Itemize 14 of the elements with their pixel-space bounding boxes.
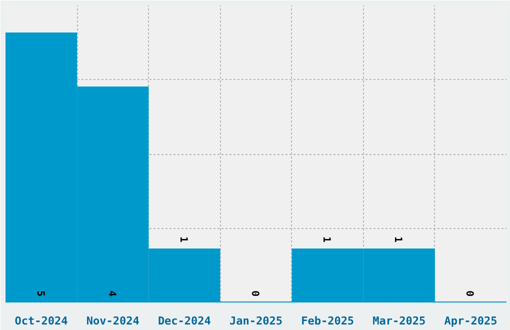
x-tick-label: Dec-2024 xyxy=(158,314,212,328)
x-tick-label: Oct-2024 xyxy=(14,314,68,328)
data-label: 0 xyxy=(464,290,475,297)
data-label: 0 xyxy=(249,290,260,297)
x-tick-label: Mar-2025 xyxy=(372,314,426,328)
data-label: 5 xyxy=(34,290,46,297)
data-label: 4 xyxy=(106,290,117,297)
x-tick-label: Feb-2025 xyxy=(301,314,354,328)
x-tick-label: Jan-2025 xyxy=(230,314,282,328)
data-label: 1 xyxy=(320,236,332,243)
x-tick-label: Apr-2025 xyxy=(444,314,498,328)
x-tick-label: Nov-2024 xyxy=(86,314,140,328)
data-label: 1 xyxy=(177,236,188,243)
data-label: 1 xyxy=(392,236,404,243)
